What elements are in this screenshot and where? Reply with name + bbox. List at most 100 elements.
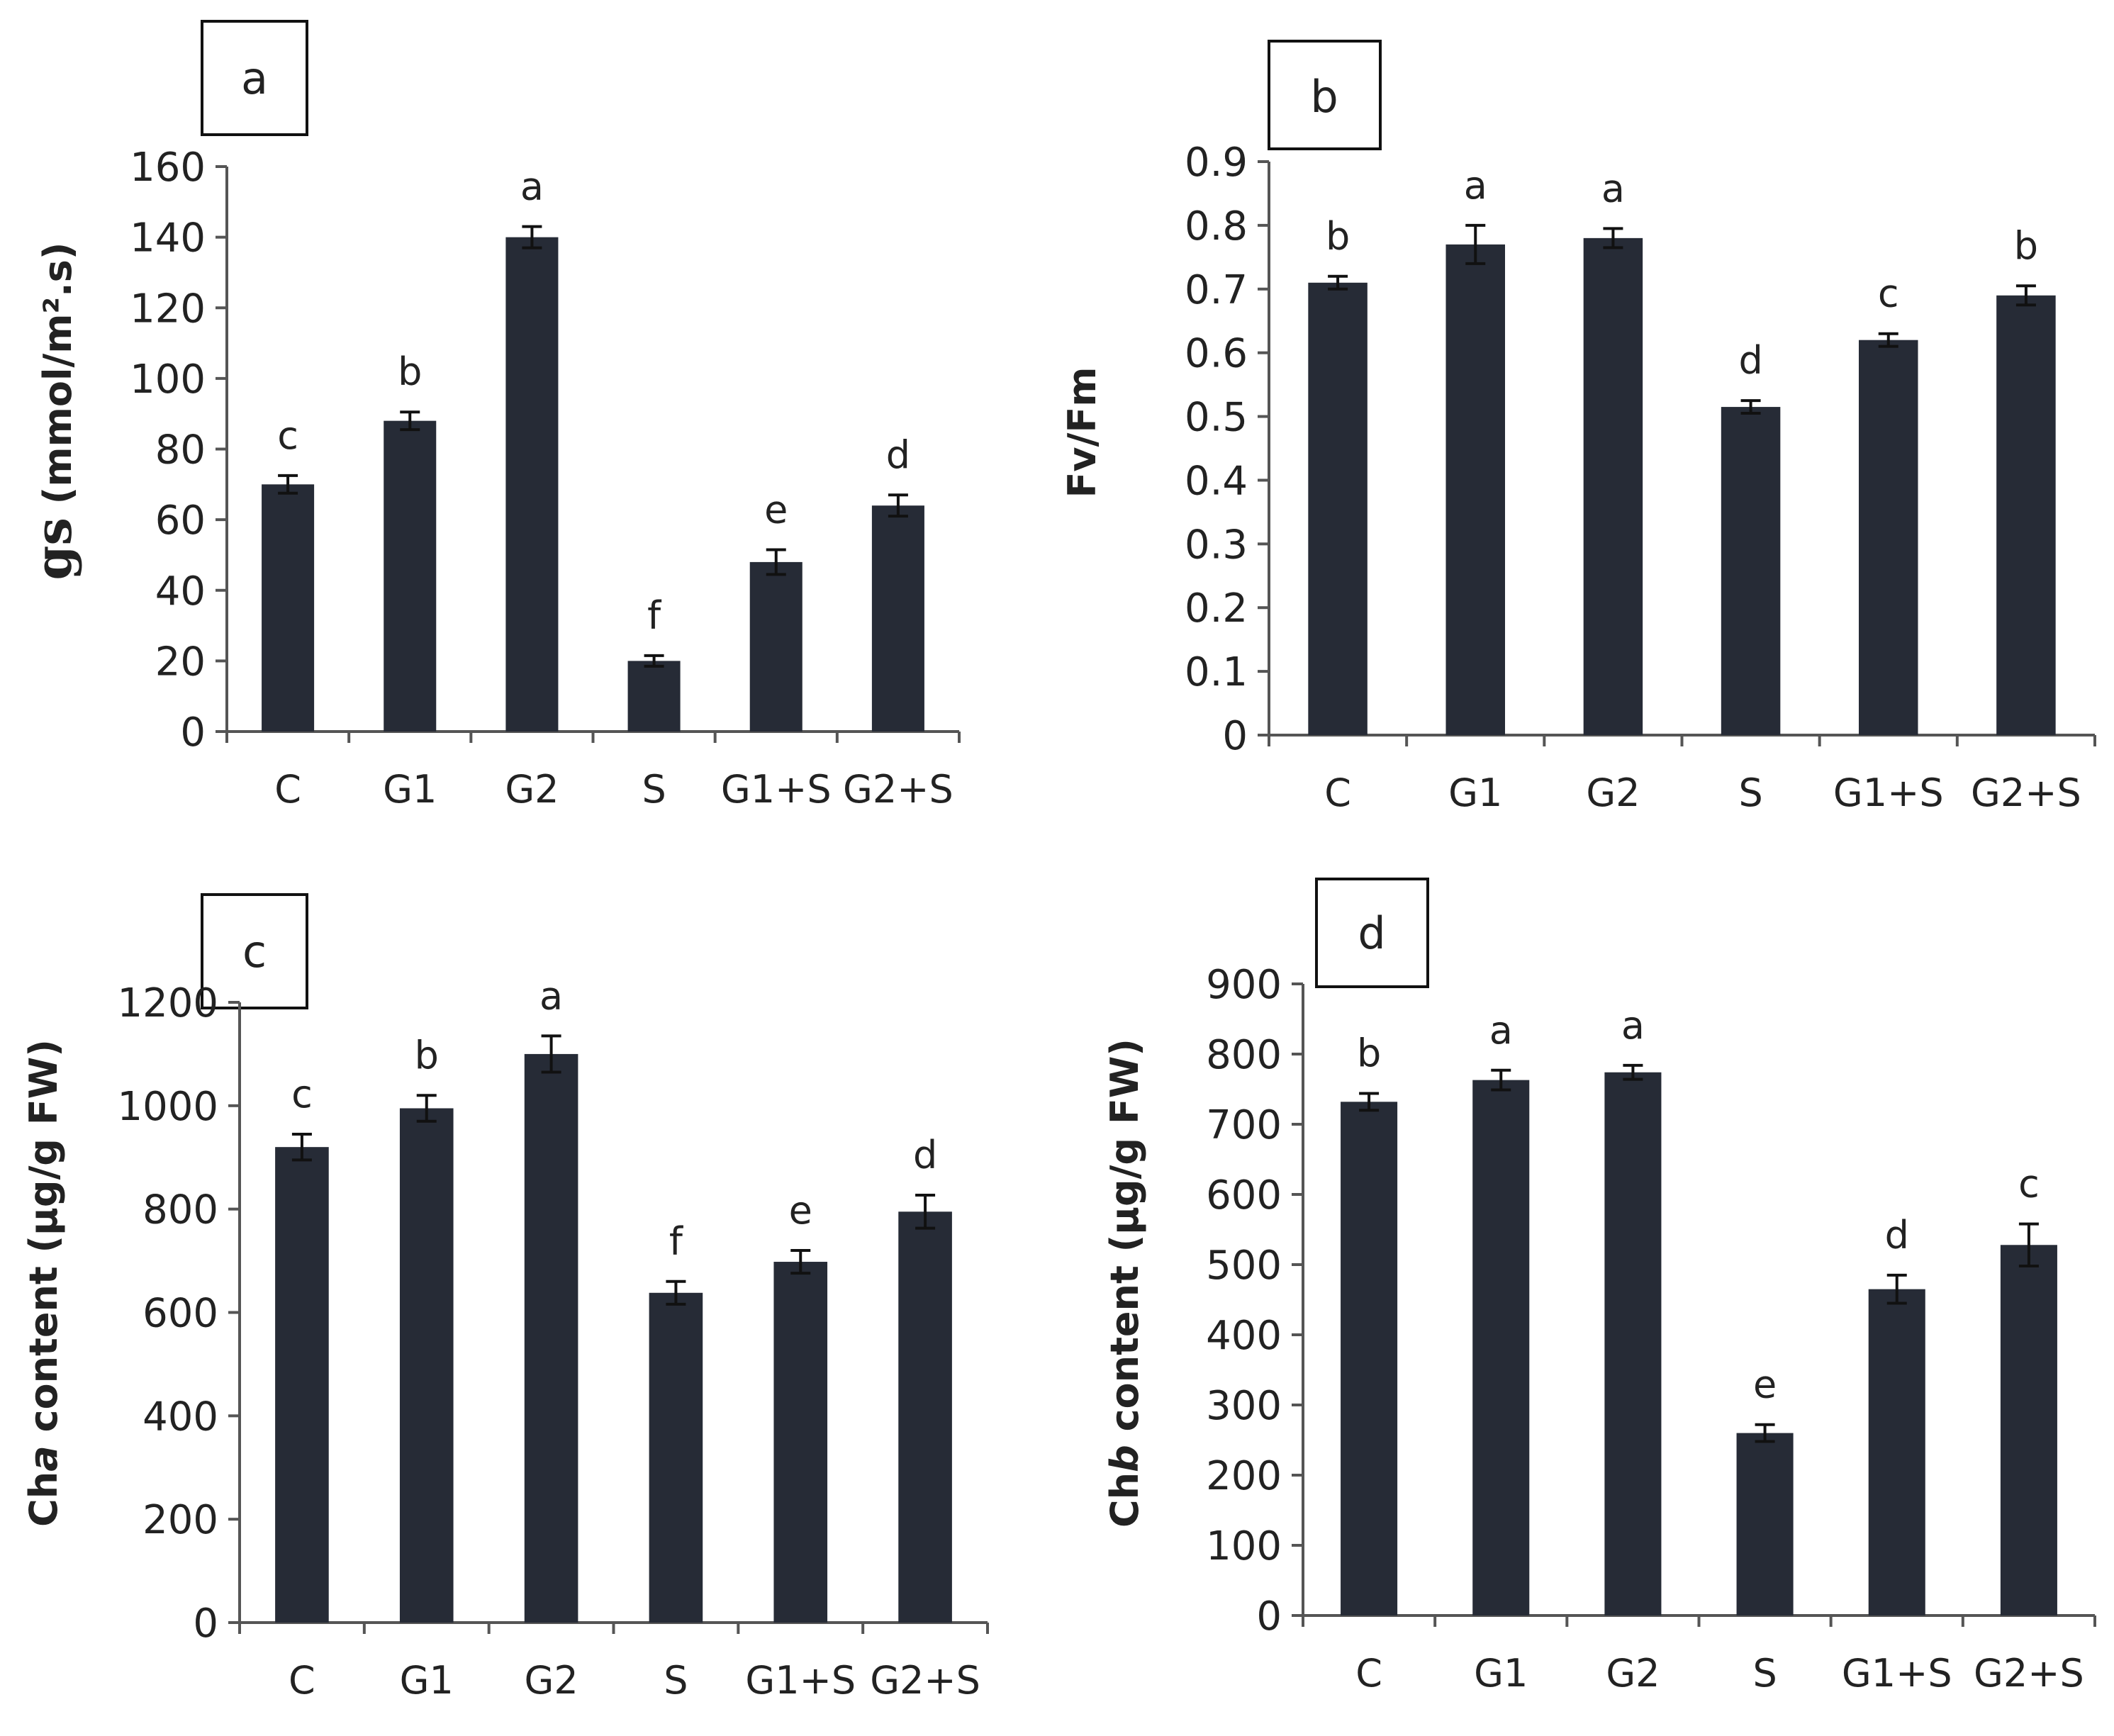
panel-c-y-tick-label: 200	[142, 1497, 218, 1543]
panel-a-significance-letter: b	[398, 349, 422, 394]
panel-b-y-tick-label: 0	[1222, 713, 1248, 759]
panel-a-y-tick-label: 0	[180, 710, 206, 756]
panel-a-y-tick-label: 140	[130, 215, 206, 262]
panel-a-category-label: C	[274, 767, 301, 812]
panel-d-y-tick-label: 600	[1206, 1172, 1282, 1219]
panel-a-bar-G2+S	[871, 505, 924, 732]
panel-a-y-axis-label-main: gs	[24, 517, 83, 580]
panel-c-category-label: S	[664, 1658, 688, 1703]
panel-c-bar-S	[649, 1292, 703, 1623]
panel-d-significance-letter: a	[1621, 1003, 1645, 1048]
panel-d-significance-letter: a	[1489, 1008, 1513, 1053]
panel-b-significance-letter: b	[1326, 214, 1350, 259]
panel-a-bar-G2	[505, 237, 559, 732]
panel-b-category-label: G2+S	[1971, 771, 2081, 815]
panel-b-y-tick-label: 0.2	[1185, 586, 1248, 632]
panel-b-bar-C	[1308, 282, 1368, 735]
panel-c-category-label: G2	[524, 1658, 578, 1703]
panel-d-category-label: G1	[1474, 1651, 1528, 1696]
panel-a-significance-letter: e	[764, 487, 788, 532]
panel-a-bar-S	[627, 661, 681, 732]
panel-c-label-box	[201, 893, 308, 1009]
panel-c-significance-letter: b	[415, 1033, 439, 1077]
panel-d-significance-letter: d	[1885, 1213, 1909, 1258]
panel-c-significance-letter: d	[913, 1133, 937, 1177]
panel-d-bar-G1	[1472, 1080, 1530, 1615]
panel-a-y-tick-label: 20	[155, 639, 206, 685]
panel-d-y-axis-label-pre: Ch	[1102, 1472, 1147, 1528]
panel-a-y-tick-label: 80	[155, 427, 206, 474]
panel-d-y-tick-label: 300	[1206, 1383, 1282, 1429]
panel-b-significance-letter: b	[2014, 223, 2038, 268]
panel-b-bar-G2	[1583, 237, 1643, 735]
panel-b-y-tick-label: 0.1	[1185, 649, 1248, 695]
panel-b-category-label: G2	[1586, 771, 1640, 815]
panel-b-bar-G2+S	[1996, 295, 2056, 735]
panel-c-category-label: G1	[400, 1658, 454, 1703]
panel-b-category-label: G1	[1448, 771, 1502, 815]
panel-b-significance-letter: d	[1738, 338, 1762, 383]
panel-d-category-label: S	[1752, 1651, 1777, 1696]
panel-c-bar-C	[275, 1147, 329, 1623]
panel-b-significance-letter: c	[1878, 271, 1899, 316]
panel-a-y-tick-label: 120	[130, 286, 206, 332]
panel-c-y-tick-label: 0	[193, 1601, 218, 1647]
panel-d-y-tick-label: 100	[1206, 1523, 1282, 1569]
panel-b-y-tick-label: 0.7	[1185, 267, 1248, 313]
panel-a-bar-G1+S	[749, 561, 802, 732]
panel-c-y-axis-label-post: content (µg/g FW)	[21, 1039, 66, 1445]
panel-a-y-tick-label: 160	[130, 145, 206, 191]
panel-d-bar-S	[1736, 1433, 1794, 1615]
panel-d-label-box	[1315, 878, 1429, 988]
panel-b-category-label: G1+S	[1833, 771, 1944, 815]
panel-b-category-label: C	[1324, 771, 1351, 815]
panel-c-significance-letter: f	[669, 1219, 684, 1264]
panel-b-bar-G1	[1445, 244, 1505, 735]
panel-d-y-tick-label: 0	[1256, 1594, 1282, 1640]
panel-a-significance-letter: a	[520, 164, 544, 209]
panel-c-y-tick-label: 1200	[117, 980, 218, 1026]
panel-a-category-label: S	[642, 767, 666, 812]
panel-c: c Cha content (µg/g FW) 0200400600800100…	[21, 893, 989, 1703]
panel-d-significance-letter: c	[2018, 1162, 2040, 1206]
panel-d-significance-letter: e	[1753, 1362, 1777, 1407]
panel-b-label-box	[1268, 40, 1382, 150]
panel-b-y-tick-label: 0.4	[1185, 458, 1248, 504]
panel-c-significance-letter: e	[789, 1188, 812, 1233]
panel-c-y-tick-label: 400	[142, 1394, 218, 1440]
panel-c-y-axis-label-italic: a	[21, 1445, 66, 1471]
panel-d-y-tick-label: 500	[1206, 1243, 1282, 1289]
panel-d-y-axis-label-italic: b	[1102, 1445, 1147, 1472]
panel-c-significance-letter: c	[291, 1072, 313, 1116]
panel-d-category-label: G2+S	[1974, 1651, 2084, 1696]
panel-c-significance-letter: a	[539, 973, 563, 1018]
panel-a-significance-letter: f	[647, 593, 662, 638]
panel-a-bar-G1	[384, 420, 437, 732]
panel-d: d Chb content (µg/g FW) 0100200300400500…	[1102, 878, 2096, 1696]
panel-d-y-tick-label: 700	[1206, 1102, 1282, 1148]
panel-b-y-tick-label: 0.9	[1185, 140, 1248, 186]
panel-b-significance-letter: a	[1601, 166, 1625, 211]
panel-c-bar-G1	[399, 1108, 454, 1623]
panel-b-bar-S	[1721, 407, 1781, 735]
panel-d-label: d	[1358, 907, 1385, 959]
panel-a-y-axis-label: gs (mmol/m².s)	[24, 242, 83, 581]
panel-b-y-tick-label: 0.6	[1185, 331, 1248, 377]
panel-b-bar-G1+S	[1859, 340, 1918, 735]
panel-d-y-tick-label: 800	[1206, 1032, 1282, 1078]
panel-a-y-axis-label-units: (mmol/m².s)	[35, 242, 80, 518]
panel-d-bar-G2+S	[2000, 1245, 2057, 1615]
panel-b: b Fv/Fm 0 0.1 0.2 0.3 0.4 0.5 0.6 0.7 0.8 0.9 b Ca G…	[1060, 40, 2096, 815]
panel-c-bar-G2+S	[898, 1211, 952, 1623]
panel-c-category-label: C	[289, 1658, 315, 1703]
panel-d-category-label: C	[1355, 1651, 1382, 1696]
panel-b-significance-letter: a	[1464, 163, 1487, 208]
panel-a-category-label: G2	[505, 767, 559, 812]
panel-c-category-label: G1+S	[745, 1658, 856, 1703]
panel-a-category-label: G1+S	[721, 767, 832, 812]
panel-d-bar-G2	[1604, 1072, 1662, 1615]
panel-a-significance-letter: d	[886, 432, 910, 477]
panel-d-y-axis-label-post: content (µg/g FW)	[1102, 1038, 1147, 1445]
